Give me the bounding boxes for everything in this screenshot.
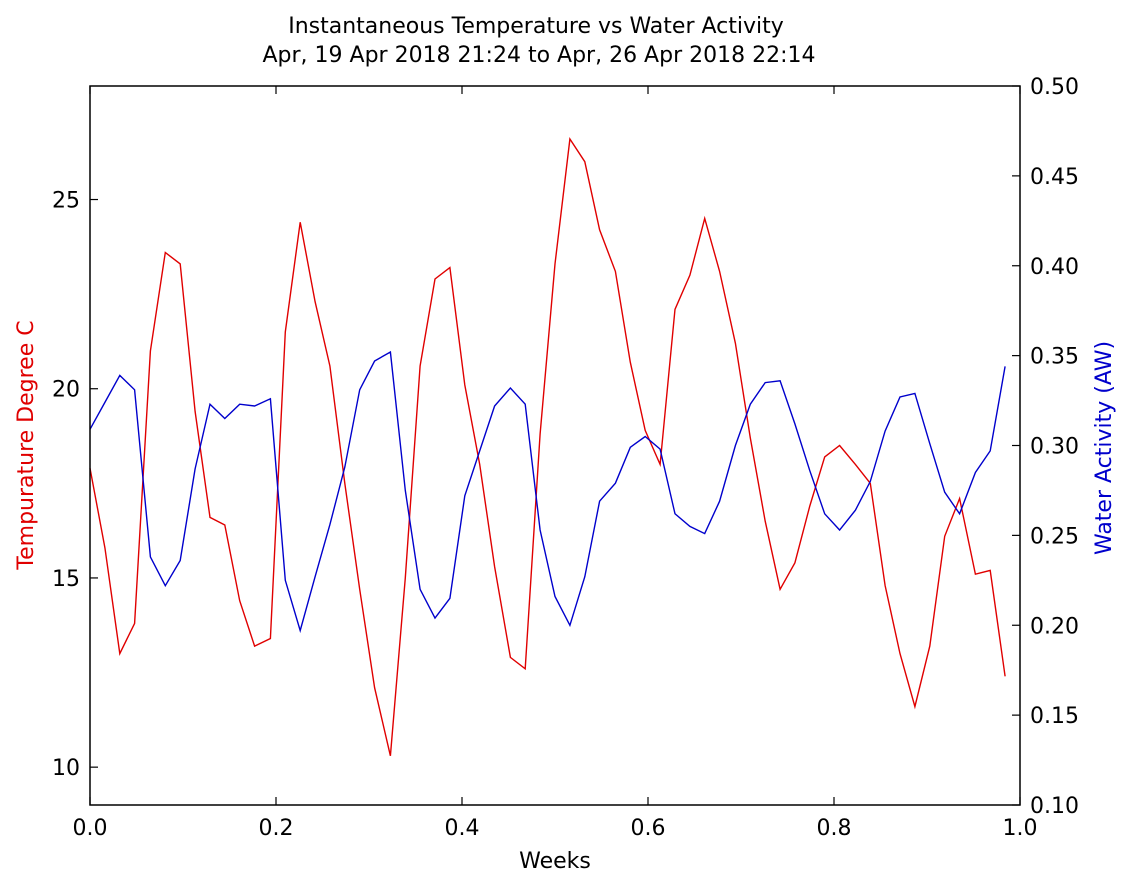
right-y-axis-label: Water Activity (AW) (1092, 341, 1117, 555)
x-tick-label: 0.8 (817, 816, 852, 841)
right-y-tick-label: 0.30 (1030, 435, 1079, 460)
left-y-tick-label: 10 (52, 756, 80, 781)
left-y-tick-label: 20 (52, 378, 80, 403)
x-tick-label: 0.6 (631, 816, 666, 841)
right-y-tick-label: 0.20 (1030, 614, 1079, 639)
left-y-tick-label: 15 (52, 567, 80, 592)
temperature-line (89, 137, 1006, 756)
right-y-tick-label: 0.45 (1030, 165, 1079, 190)
right-y-tick-label: 0.40 (1030, 255, 1079, 280)
right-y-tick-label: 0.35 (1030, 345, 1079, 370)
chart-subtitle: Apr, 19 Apr 2018 21:24 to Apr, 26 Apr 20… (262, 43, 815, 68)
right-y-tick-label: 0.15 (1030, 704, 1079, 729)
x-tick-label: 0.0 (73, 816, 108, 841)
chart-title: Instantaneous Temperature vs Water Activ… (288, 14, 784, 39)
right-y-tick-label: 0.50 (1030, 75, 1079, 100)
right-y-tick-label: 0.25 (1030, 524, 1079, 549)
left-y-axis-label: Tempurature Degree C (14, 320, 39, 570)
x-tick-label: 1.0 (1003, 816, 1038, 841)
left-y-tick-label: 25 (52, 189, 80, 214)
right-y-tick-label: 0.10 (1030, 794, 1079, 819)
ticks-layer: 0.0 0.2 0.4 0.6 0.8 1.0 10 15 20 25 0.10 0.15 0.20 0.… (52, 75, 1079, 841)
series-layer (89, 137, 1006, 756)
water-activity-line (89, 350, 1006, 634)
x-tick-label: 0.4 (445, 816, 480, 841)
x-axis-label: Weeks (519, 849, 591, 874)
x-tick-label: 0.2 (259, 816, 294, 841)
